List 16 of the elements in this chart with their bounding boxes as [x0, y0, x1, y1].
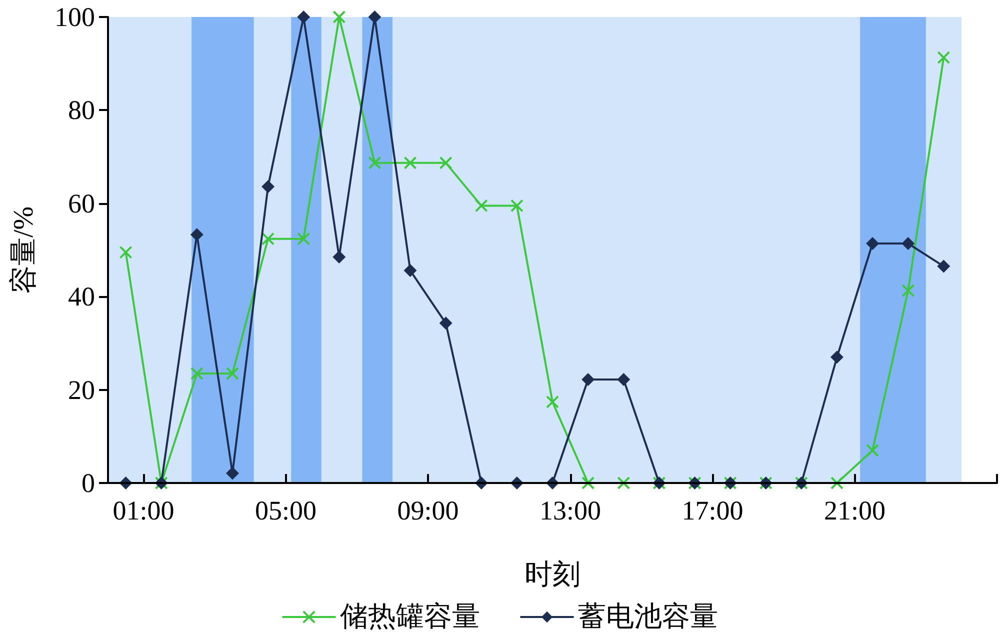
x-tick-label: 09:00 [397, 496, 459, 526]
y-tick-label: 100 [54, 2, 95, 32]
x-tick-label: 17:00 [682, 496, 744, 526]
y-tick-label: 80 [68, 95, 95, 126]
x-axis-title: 时刻 [524, 560, 580, 590]
x-tick-label: 05:00 [255, 496, 317, 526]
y-tick-label: 60 [68, 188, 95, 218]
x-tick-label: 01:00 [112, 496, 174, 526]
y-tick-label: 40 [68, 282, 95, 312]
x-tick-label: 13:00 [540, 496, 602, 526]
x-tick-label: 21:00 [824, 496, 886, 526]
legend-label: 储热罐容量 [340, 602, 480, 632]
y-tick-label: 0 [82, 468, 95, 498]
y-tick-label: 20 [68, 374, 95, 405]
legend-label: 蓄电池容量 [578, 602, 718, 632]
y-axis-title: 容量/% [8, 206, 40, 294]
